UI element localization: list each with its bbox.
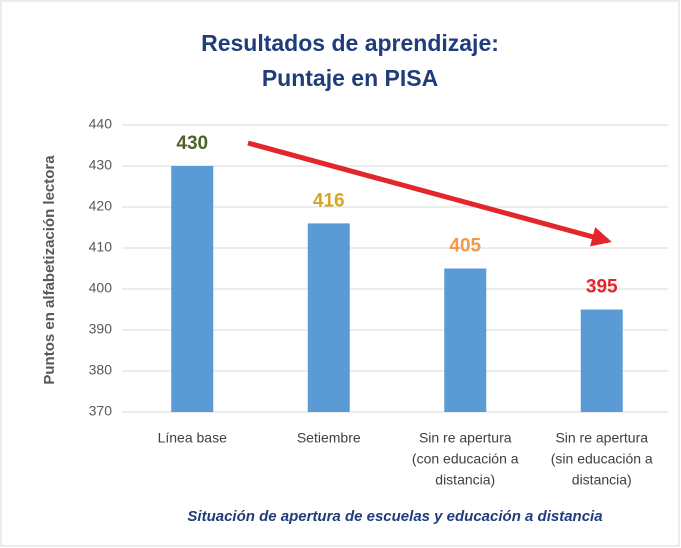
y-tick-label: 430 xyxy=(89,157,113,173)
x-tick-label: Sin re apertura xyxy=(419,430,512,446)
value-label: 416 xyxy=(313,190,345,211)
y-tick-label: 400 xyxy=(89,280,113,296)
y-tick-label: 380 xyxy=(89,362,113,378)
chart-title: Puntaje en PISA xyxy=(262,65,438,91)
y-tick-label: 440 xyxy=(89,116,113,132)
x-tick-label: Línea base xyxy=(158,430,227,446)
x-tick-label: distancia) xyxy=(435,472,495,488)
x-axis-label: Situación de apertura de escuelas y educ… xyxy=(187,508,602,525)
x-tick-label: (con educación a xyxy=(412,451,519,467)
y-tick-label: 410 xyxy=(89,239,113,255)
value-label: 430 xyxy=(176,133,208,154)
y-tick-label: 390 xyxy=(89,321,113,337)
bar xyxy=(444,268,487,412)
bar xyxy=(580,309,623,412)
y-axis-label: Puntos en alfabetización lectora xyxy=(41,155,58,385)
trend-arrow xyxy=(247,140,612,247)
chart-title: Resultados de aprendizaje: xyxy=(201,30,499,56)
bar xyxy=(171,166,214,412)
bar xyxy=(307,223,350,412)
x-tick-label: Sin re apertura xyxy=(555,430,648,446)
x-tick-label: Setiembre xyxy=(297,430,361,446)
x-tick-label: distancia) xyxy=(572,472,632,488)
y-tick-label: 370 xyxy=(89,403,113,419)
y-tick-label: 420 xyxy=(89,198,113,214)
value-label: 395 xyxy=(586,277,618,298)
x-tick-label: (sin educación a xyxy=(551,451,653,467)
value-label: 405 xyxy=(449,236,481,257)
